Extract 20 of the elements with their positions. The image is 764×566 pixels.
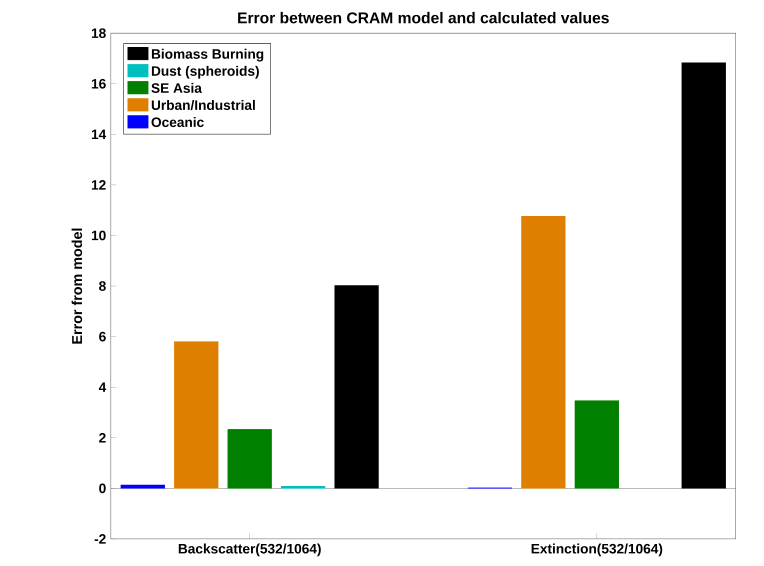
x-tick-label: Backscatter(532/1064)	[178, 543, 321, 556]
legend-label: SE Asia	[151, 82, 202, 93]
y-tick-label: 6	[99, 332, 106, 342]
y-tick-label: -2	[94, 534, 106, 544]
x-tick-label: Extinction(532/1064)	[532, 543, 662, 556]
legend-label: Dust (spheroids)	[152, 66, 259, 78]
chart-title: Error between CRAM model and calculated values	[238, 12, 609, 24]
y-tick-label: 18	[92, 28, 106, 38]
y-tick-label: 8	[99, 281, 106, 291]
y-tick-label: 10	[92, 230, 106, 240]
legend-label: Urban/Industrial	[152, 100, 255, 110]
legend-label: Biomass Burning	[152, 48, 264, 62]
y-tick-label: 2	[99, 432, 106, 442]
legend-label: Oceanic	[152, 116, 204, 127]
y-tick-label: 12	[92, 180, 106, 190]
y-tick-label: 14	[92, 130, 106, 139]
y-tick-label: 0	[99, 483, 106, 494]
y-tick-label: 16	[92, 78, 106, 88]
y-tick-label: 4	[98, 382, 106, 392]
y-axis-title: Error from model	[72, 228, 82, 344]
